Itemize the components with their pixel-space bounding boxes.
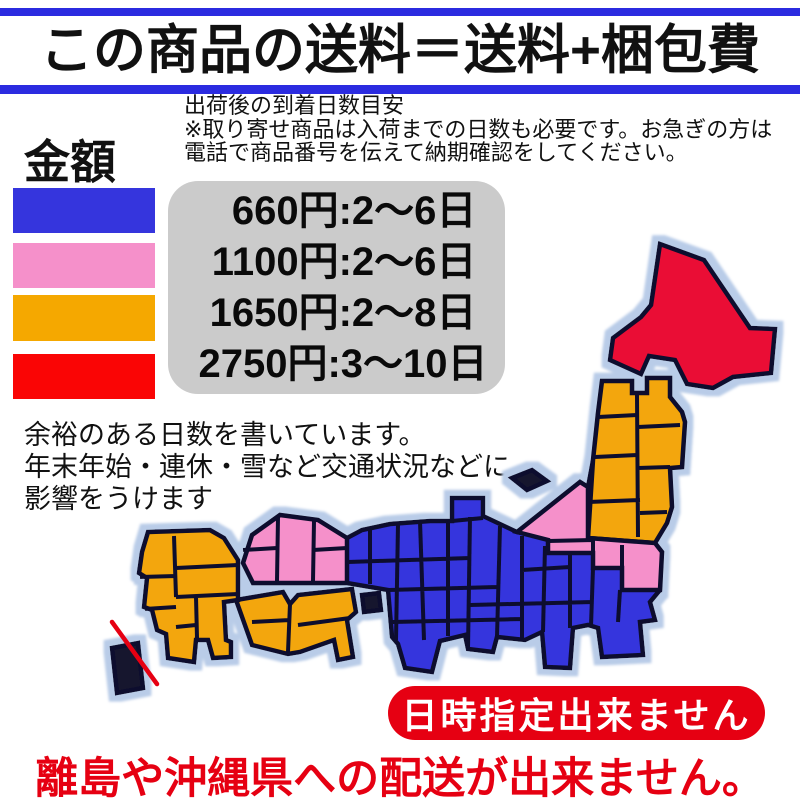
page-title: この商品の送料＝送料+梱包費	[40, 21, 760, 80]
legend-swatch-orange	[13, 295, 155, 341]
price-value: 1650円	[209, 291, 339, 336]
days-value: 2～6日	[351, 239, 477, 284]
legend-swatch-blue	[13, 188, 155, 233]
no-islands-note: 離島や沖縄県への配送が出来ません。	[35, 755, 765, 800]
region-chugoku	[240, 512, 350, 586]
top-blue-bar	[0, 8, 800, 16]
price-value: 2750円	[198, 342, 328, 387]
delay-caution: 余裕のある日数を書いています。 年末年始・連休・雪など交通状況などに 影響をうけ…	[24, 419, 510, 515]
caution-line-2: 年末年始・連休・雪など交通状況などに	[24, 452, 510, 482]
island-okinawa	[109, 640, 146, 696]
price-value: 1100円	[211, 239, 339, 284]
price-row: 1100円:2～6日	[168, 239, 505, 285]
caution-line-1: 余裕のある日数を書いています。	[24, 420, 426, 450]
price-row: 1650円:2～8日	[168, 290, 505, 336]
colon: :	[327, 342, 341, 387]
notice-line-3: 電話で商品番号を伝えて納期確認をしてください。	[184, 140, 688, 165]
colon: :	[338, 291, 352, 336]
no-datetime-label: 日時指定出来ません	[401, 695, 752, 736]
caution-line-3: 影響をうけます	[24, 484, 213, 514]
price-days-panel: 660円:2～6日 1100円:2～6日 1650円:2～8日 2750円:3～…	[168, 181, 505, 394]
arrival-notice: 出荷後の到着日数目安 ※取り寄せ商品は入荷までの日数も必要です。お急ぎの方は 電…	[184, 94, 784, 165]
days-value: 2～8日	[351, 291, 477, 336]
colon: :	[338, 188, 352, 233]
price-row: 2750円:3～10日	[168, 341, 505, 387]
island-awaji	[359, 590, 384, 615]
days-value: 3～10日	[340, 342, 488, 387]
region-shikoku	[232, 586, 359, 663]
no-datetime-badge: 日時指定出来ません	[388, 686, 765, 740]
price-row: 660円:2～6日	[168, 188, 505, 234]
region-hokkaido	[607, 240, 778, 391]
second-blue-bar	[0, 85, 800, 94]
legend-swatch-red	[13, 354, 155, 399]
prefecture-borders	[139, 394, 681, 653]
legend-title: 金額	[24, 136, 116, 188]
legend-swatch-pink	[13, 243, 155, 288]
days-value: 2～6日	[351, 188, 477, 233]
colon: :	[338, 239, 352, 284]
region-niigata-northkanto	[512, 479, 665, 593]
notice-line-1: 出荷後の到着日数目安	[184, 93, 405, 118]
island-sado	[507, 467, 552, 493]
price-value: 660円	[231, 188, 339, 233]
notice-line-2: ※取り寄せ商品は入荷までの日数も必要です。お急ぎの方は	[184, 116, 773, 142]
okinawa-excluded-slash	[109, 619, 160, 687]
